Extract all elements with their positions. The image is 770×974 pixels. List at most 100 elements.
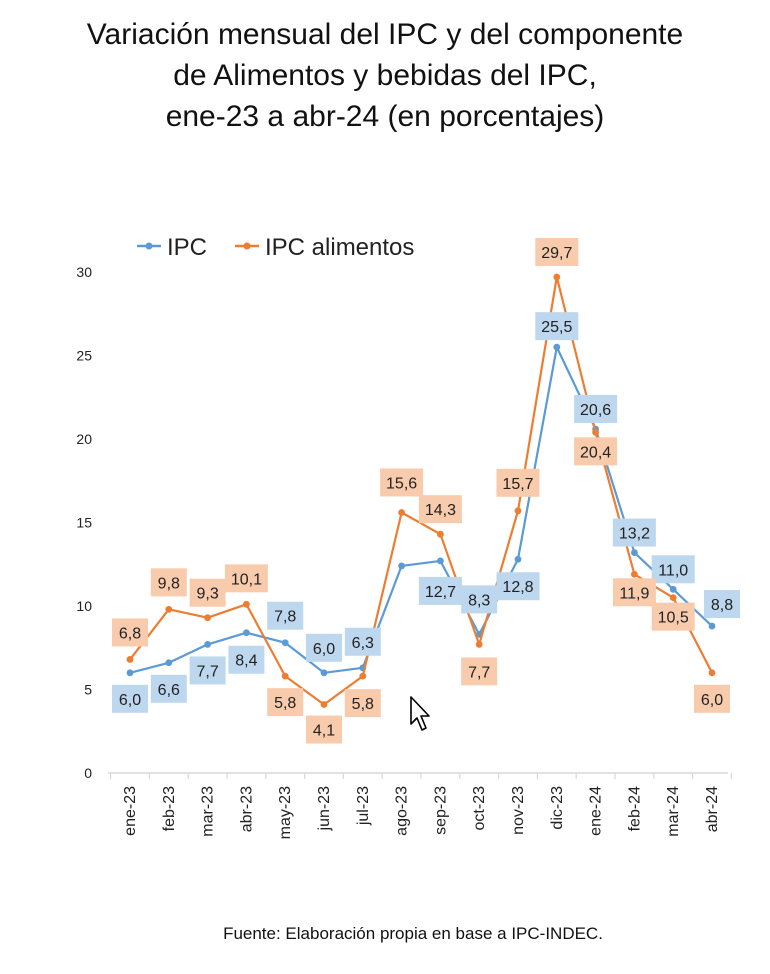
data-label-bg-alimentos (344, 689, 381, 718)
data-label-bg-ipc (112, 684, 148, 713)
data-label-ipc: 8,8 (711, 597, 733, 614)
data-label-bg-ipc (344, 627, 381, 656)
data-label-alimentos: 10,1 (231, 571, 262, 588)
data-point-ipc (631, 549, 638, 556)
chart-title: Variación mensual del IPC y del componen… (20, 14, 750, 137)
data-label-bg-alimentos (150, 568, 187, 597)
data-label-ipc: 6,3 (352, 635, 374, 652)
y-tick-label: 0 (84, 765, 92, 781)
data-point-alimentos (669, 594, 677, 602)
data-label-bg-ipc (189, 656, 226, 685)
data-label-bg-alimentos (694, 684, 730, 713)
data-point-alimentos (437, 530, 444, 538)
x-tick-label: abr-23 (238, 786, 255, 832)
x-tick-label: jun-23 (316, 786, 333, 832)
data-label-alimentos: 4,1 (313, 723, 335, 740)
data-label-bg-ipc (418, 576, 462, 605)
data-point-ipc (398, 562, 405, 570)
y-tick-label: 15 (76, 515, 92, 531)
data-label-bg-alimentos (112, 618, 148, 647)
data-point-alimentos (320, 701, 328, 708)
data-label-alimentos: 5,8 (274, 695, 296, 712)
data-label-alimentos: 11,9 (619, 585, 649, 602)
data-label-bg-alimentos (574, 437, 618, 466)
data-label-bg-alimentos (461, 657, 498, 686)
data-label-ipc: 6,0 (119, 692, 141, 709)
data-label-bg-ipc (704, 590, 740, 619)
x-tick-label: mar-24 (665, 786, 682, 837)
data-label-bg-ipc (651, 555, 695, 584)
data-point-alimentos (553, 273, 561, 281)
data-point-ipc (204, 641, 212, 648)
title-line-2: de Alimentos y bebidas del IPC, (173, 59, 597, 92)
data-point-alimentos (708, 669, 716, 677)
data-point-ipc (669, 585, 677, 593)
y-tick-label: 30 (76, 264, 92, 280)
series-line-ipc (129, 346, 713, 674)
data-label-bg-alimentos (651, 602, 695, 631)
data-label-bg-alimentos (224, 564, 268, 593)
data-label-ipc: 6,6 (158, 682, 180, 699)
data-label-ipc: 25,5 (541, 319, 572, 336)
data-point-alimentos (204, 614, 212, 622)
data-label-bg-alimentos (189, 578, 226, 607)
data-label-alimentos: 29,7 (541, 245, 572, 262)
data-label-bg-ipc (150, 674, 187, 703)
data-label-ipc: 7,8 (274, 609, 296, 626)
data-label-alimentos: 9,3 (196, 586, 218, 603)
data-label-bg-alimentos (535, 238, 579, 267)
data-point-ipc (320, 669, 328, 677)
data-point-alimentos (398, 509, 405, 516)
data-point-alimentos (631, 570, 638, 578)
data-label-bg-alimentos (306, 715, 342, 744)
source-note: Fuente: Elaboración propia en base a IPC… (223, 924, 603, 943)
data-point-alimentos (592, 428, 599, 436)
data-label-alimentos: 9,8 (158, 575, 180, 592)
data-label-alimentos: 14,3 (425, 502, 456, 519)
data-label-alimentos: 6,0 (701, 692, 723, 709)
data-label-ipc: 8,4 (235, 653, 257, 670)
data-point-ipc (437, 557, 444, 565)
data-label-bg-alimentos (418, 495, 462, 524)
data-label-ipc: 20,6 (580, 402, 611, 419)
data-label-bg-alimentos (496, 468, 540, 497)
data-label-bg-ipc (306, 633, 342, 662)
data-label-alimentos: 15,7 (502, 476, 533, 493)
data-label-alimentos: 20,4 (580, 444, 611, 461)
x-tick-label: jul-23 (355, 786, 372, 826)
legend-label-alimentos: IPC alimentos (265, 234, 414, 261)
data-label-alimentos: 10,5 (658, 610, 689, 627)
data-label-ipc: 12,8 (502, 579, 533, 596)
x-tick-label: oct-23 (471, 786, 488, 831)
x-tick-label: abr-24 (704, 786, 721, 832)
data-label-alimentos: 6,8 (119, 625, 141, 642)
x-tick-label: dic-23 (549, 786, 566, 830)
data-point-ipc (126, 669, 134, 677)
data-label-ipc: 12,7 (425, 584, 456, 601)
data-label-bg-alimentos (612, 578, 656, 607)
x-tick-label: sep-23 (432, 786, 449, 835)
data-label-ipc: 8,3 (468, 592, 490, 609)
cursor-arrow-icon (410, 696, 430, 731)
data-label-ipc: 6,0 (313, 641, 335, 658)
y-tick-label: 20 (76, 431, 92, 447)
data-label-alimentos: 7,7 (468, 664, 490, 681)
data-point-ipc (553, 343, 561, 351)
data-point-alimentos (126, 656, 134, 663)
data-point-ipc (165, 659, 173, 667)
data-point-ipc (243, 629, 250, 637)
x-tick-label: mar-23 (200, 786, 217, 837)
data-point-ipc (708, 622, 716, 630)
x-tick-label: feb-24 (626, 786, 643, 831)
data-label-bg-ipc (461, 585, 498, 614)
data-label-bg-alimentos (380, 468, 424, 497)
x-tick-label: ago-23 (394, 786, 411, 836)
title-line-3: ene-23 a abr-24 (en porcentajes) (165, 100, 605, 133)
data-label-bg-ipc (574, 394, 618, 423)
x-tick-label: may-23 (277, 786, 294, 839)
data-point-alimentos (165, 605, 173, 613)
data-label-bg-ipc (535, 312, 579, 341)
data-label-bg-ipc (612, 518, 656, 547)
series-line-alimentos (129, 275, 713, 706)
